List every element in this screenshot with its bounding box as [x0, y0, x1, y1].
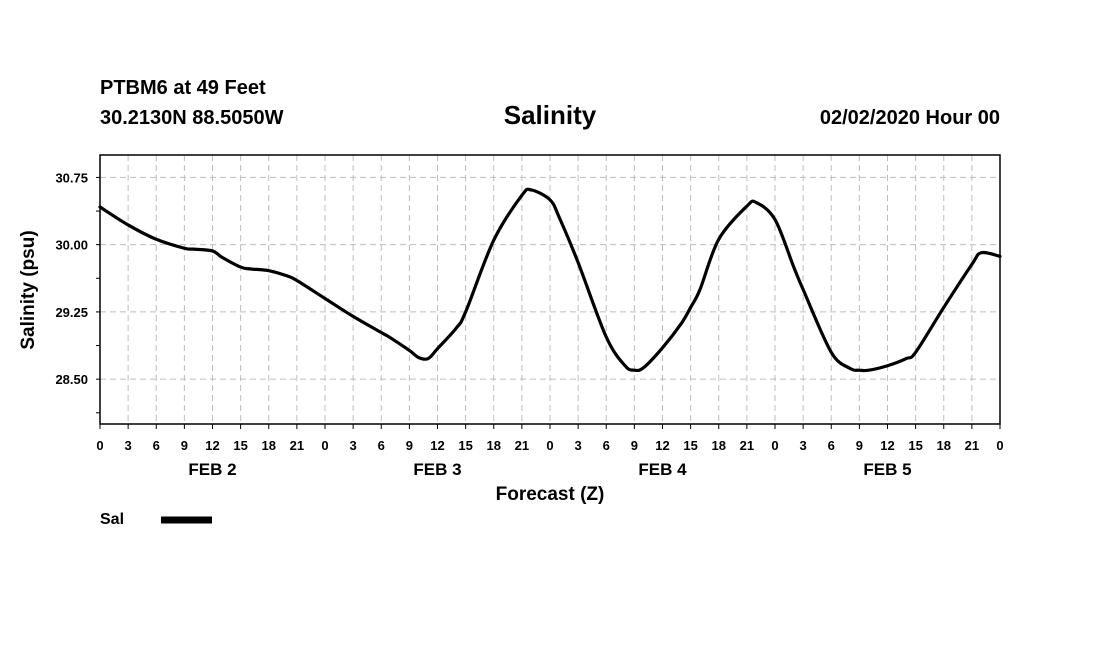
x-tick-label: 21	[515, 438, 529, 453]
x-tick-label: 9	[856, 438, 863, 453]
day-label: FEB 2	[188, 460, 236, 479]
y-axis: 28.50 29.25 30.00 30.75	[55, 170, 100, 414]
x-tick-label: 6	[153, 438, 160, 453]
x-tick-label: 0	[771, 438, 778, 453]
forecast-datetime: 02/02/2020 Hour 00	[820, 107, 1000, 129]
x-tick-label: 12	[205, 438, 219, 453]
x-tick-label: 9	[631, 438, 638, 453]
series-group	[98, 187, 1002, 373]
day-label: FEB 4	[638, 460, 687, 479]
x-tick-label: 18	[262, 438, 276, 453]
y-tick-label: 30.75	[55, 170, 88, 185]
station-label: PTBM6 at 49 Feet	[100, 77, 266, 99]
x-tick-label: 12	[430, 438, 444, 453]
x-tick-label: 21	[740, 438, 754, 453]
x-tick-label: 6	[603, 438, 610, 453]
x-tick-label: 9	[406, 438, 413, 453]
x-tick-label: 15	[683, 438, 697, 453]
x-tick-label: 0	[996, 438, 1003, 453]
x-tick-label: 15	[233, 438, 247, 453]
x-tick-label: 12	[655, 438, 669, 453]
legend-label: Sal	[100, 511, 124, 528]
x-tick-label: 15	[908, 438, 922, 453]
y-tick-label: 30.00	[55, 238, 88, 253]
x-axis: 0 3 6 9 12 15 18 21 0 3 6 9 12 15 18 21 0 3 6 9 12 15 18 21 0 3 6 9…	[96, 424, 1004, 453]
y-axis-title: Salinity (psu)	[18, 230, 39, 349]
x-tick-label: 18	[487, 438, 501, 453]
day-label: FEB 5	[863, 460, 911, 479]
x-axis-title: Forecast (Z)	[496, 484, 605, 505]
day-labels: FEB 2 FEB 3 FEB 4 FEB 5	[188, 460, 911, 479]
x-tick-label: 9	[181, 438, 188, 453]
x-tick-label: 6	[828, 438, 835, 453]
day-label: FEB 3	[413, 460, 461, 479]
x-tick-label: 18	[712, 438, 726, 453]
x-tick-label: 18	[937, 438, 951, 453]
x-tick-label: 0	[546, 438, 553, 453]
x-tick-label: 3	[125, 438, 132, 453]
chart-title: Salinity	[504, 100, 597, 130]
y-tick-label: 29.25	[55, 305, 88, 320]
x-tick-label: 3	[800, 438, 807, 453]
x-tick-label: 0	[321, 438, 328, 453]
plot-frame	[99, 154, 1001, 425]
x-tick-label: 15	[458, 438, 472, 453]
x-tick-label: 0	[96, 438, 103, 453]
series-line-sal	[98, 187, 1002, 373]
x-tick-label: 12	[880, 438, 894, 453]
x-tick-label: 21	[290, 438, 304, 453]
x-tick-label: 3	[575, 438, 582, 453]
x-tick-label: 6	[378, 438, 385, 453]
x-tick-label: 3	[350, 438, 357, 453]
coordinates-label: 30.2130N 88.5050W	[100, 107, 284, 129]
y-tick-label: 28.50	[55, 372, 88, 387]
grid-lines	[100, 155, 1000, 424]
x-tick-label: 21	[965, 438, 979, 453]
